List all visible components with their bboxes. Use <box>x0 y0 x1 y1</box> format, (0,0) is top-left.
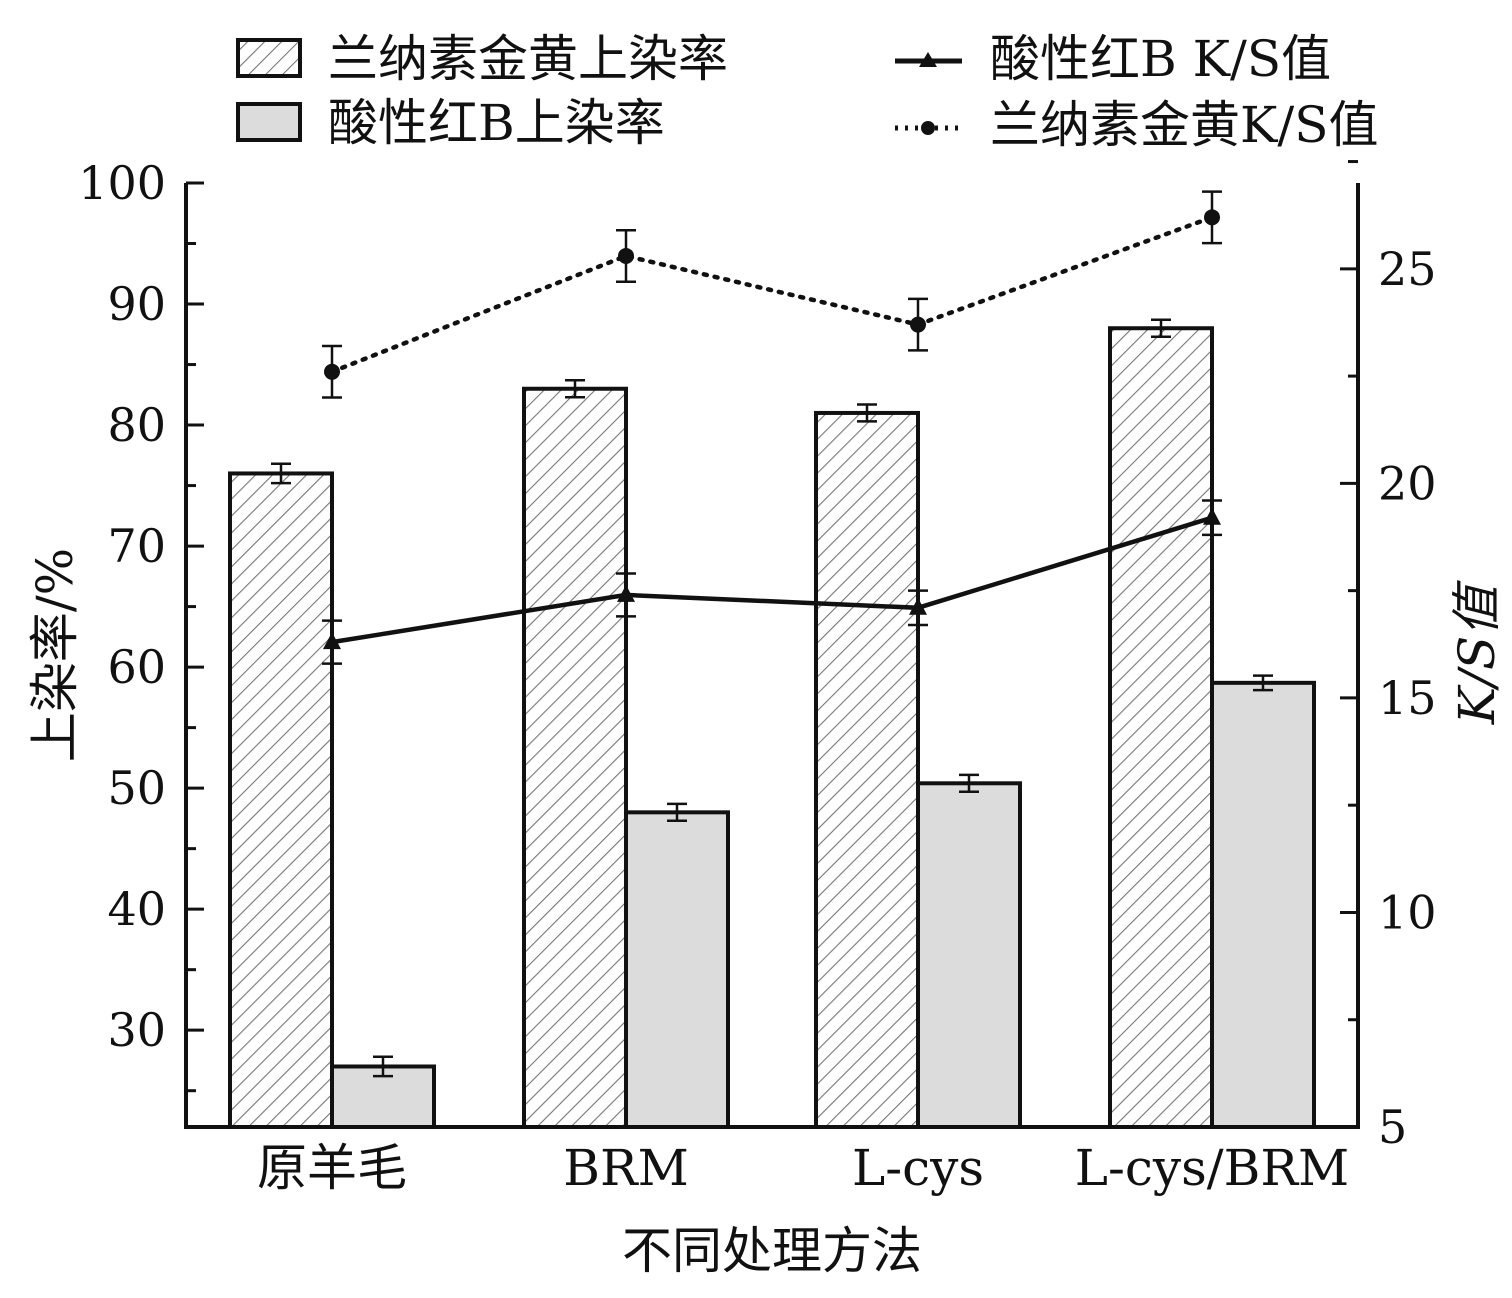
line-yellow-ks <box>329 215 1215 375</box>
error-bar-yellow-uptake <box>1151 318 1171 338</box>
point-red-ks <box>323 632 341 650</box>
point-yellow-ks <box>618 247 634 264</box>
point-yellow-ks <box>910 316 926 333</box>
line-red-ks <box>331 515 1213 645</box>
bar-yellow-uptake <box>1108 326 1214 1129</box>
right-tick-label: 20 <box>1378 456 1437 510</box>
left-tick-label: 30 <box>107 1003 166 1057</box>
right-tick-label: 15 <box>1378 671 1437 725</box>
legend: 兰纳素金黄上染率 酸性红B上染率 酸性红B K/S值 兰纳素金黄K/S值 <box>236 30 1378 154</box>
right-tick-label: 10 <box>1378 885 1437 939</box>
error-bar-yellow-uptake <box>565 379 585 399</box>
error-bar-red-uptake <box>667 802 687 823</box>
left-tick-label: 90 <box>107 277 166 331</box>
error-bar-red-uptake <box>1253 674 1273 692</box>
bars-layer <box>228 318 1316 1130</box>
right-tick-label: 25 <box>1378 242 1437 296</box>
legend-item-red-ks: 酸性红B K/S值 <box>895 30 1331 88</box>
legend-marker-triangle <box>919 52 937 67</box>
x-tick-label: 原羊毛 <box>257 1139 407 1197</box>
bar-red-uptake <box>1210 680 1316 1129</box>
point-yellow-ks <box>324 363 340 380</box>
bar-yellow-uptake <box>522 386 628 1129</box>
left-tick-label: 100 <box>78 156 166 210</box>
legend-label-yellow-bar: 兰纳素金黄上染率 <box>328 30 728 88</box>
x-tick-label: L-cys <box>852 1139 984 1197</box>
x-tick-label: L-cys/BRM <box>1075 1139 1349 1197</box>
y-axis-title: 上染率/% <box>26 548 84 762</box>
error-bar-red-uptake <box>373 1055 393 1078</box>
left-tick-label: 50 <box>107 761 166 815</box>
point-yellow-ks <box>1204 209 1220 226</box>
legend-marker-circle <box>921 121 935 135</box>
point-red-ks <box>617 584 635 602</box>
y-right-axis-title: K/S值 <box>1448 580 1506 725</box>
x-tick-label: BRM <box>563 1139 689 1197</box>
legend-swatch-solid <box>236 102 302 142</box>
left-tick-label: 70 <box>107 519 166 573</box>
legend-swatch-hatched <box>236 38 302 78</box>
error-bar-red-uptake <box>959 773 979 794</box>
legend-item-red-bar: 酸性红B上染率 <box>236 94 665 152</box>
point-red-ks <box>909 597 927 615</box>
lines-layer <box>322 190 1222 665</box>
ticks-layer: 30 40 50 60 70 80 90 100 5 10 15 20 25 原羊毛 BRM L-cys L-c… <box>78 156 1436 1197</box>
legend-label-yellow-ks: 兰纳素金黄K/S值 <box>990 96 1378 154</box>
bar-yellow-uptake <box>814 410 920 1129</box>
error-bar-yellow-uptake <box>271 462 291 485</box>
legend-label-red-ks: 酸性红B K/S值 <box>990 30 1331 88</box>
legend-label-red-bar: 酸性红B上染率 <box>328 94 665 152</box>
legend-item-yellow-ks: 兰纳素金黄K/S值 <box>895 96 1378 154</box>
x-axis-title: 不同处理方法 <box>622 1222 922 1280</box>
legend-item-yellow-bar: 兰纳素金黄上染率 <box>236 30 728 88</box>
bar-red-uptake <box>624 810 730 1129</box>
right-tick-label: 5 <box>1378 1100 1407 1154</box>
bar-yellow-uptake <box>228 471 334 1129</box>
left-tick-label: 40 <box>107 882 166 936</box>
error-bar-yellow-uptake <box>857 403 877 423</box>
left-tick-label: 80 <box>107 398 166 452</box>
point-red-ks <box>1203 507 1221 525</box>
left-tick-label: 60 <box>107 640 166 694</box>
bar-red-uptake <box>916 781 1022 1129</box>
